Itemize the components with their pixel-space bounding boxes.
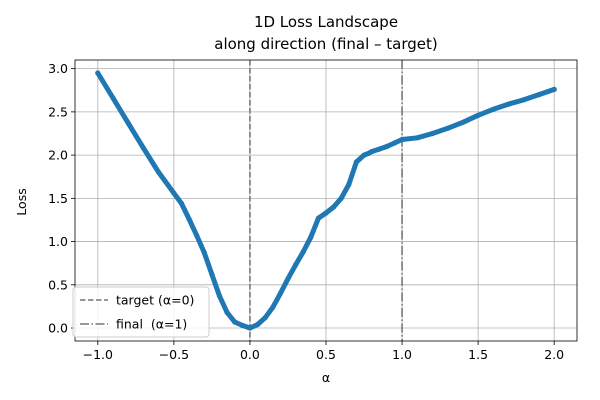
loss-data-point — [293, 262, 299, 268]
y-tick-label: 0.5 — [48, 277, 68, 292]
loss-data-point — [239, 322, 245, 328]
loss-data-point — [331, 204, 337, 210]
legend: target (α=0) final (α=1) — [72, 286, 210, 338]
loss-data-point — [277, 290, 283, 296]
loss-data-point — [308, 234, 314, 240]
y-tick-label: 1.5 — [48, 191, 68, 206]
loss-data-point — [186, 216, 192, 222]
loss-data-point — [285, 276, 291, 282]
loss-data-point — [178, 200, 185, 207]
loss-data-point — [262, 315, 268, 321]
loss-data-point — [209, 271, 215, 277]
loss-data-point — [361, 152, 367, 158]
loss-data-point — [270, 304, 276, 310]
loss-data-point — [445, 125, 451, 131]
loss-data-point — [490, 106, 496, 112]
loss-data-point — [384, 143, 390, 150]
loss-data-point — [156, 169, 162, 175]
y-axis-ticks: 0.0 0.5 1.0 1.5 2.0 2.5 3.0 — [48, 61, 75, 336]
y-axis-label: Loss — [14, 188, 29, 215]
y-tick-label: 0.0 — [48, 321, 68, 336]
loss-data-point — [429, 130, 436, 137]
chart-title: 1D Loss Landscape — [254, 13, 398, 31]
loss-data-point — [346, 181, 352, 188]
legend-target-label: target (α=0) — [116, 293, 194, 308]
x-tick-label: 1.0 — [392, 347, 412, 362]
legend-final-label: final (α=1) — [116, 317, 187, 332]
y-tick-label: 3.0 — [48, 61, 68, 76]
loss-data-point — [201, 250, 207, 256]
loss-data-point — [369, 149, 375, 155]
loss-data-point — [95, 70, 101, 76]
loss-data-point — [315, 215, 321, 221]
loss-data-point — [399, 136, 405, 143]
loss-data-point — [521, 97, 527, 103]
x-tick-label: 0.0 — [240, 347, 260, 362]
loss-data-point — [505, 101, 512, 107]
loss-data-point — [232, 319, 238, 325]
loss-data-point — [338, 195, 344, 201]
series-group — [95, 70, 557, 331]
loss-data-point — [254, 322, 261, 328]
x-tick-label: −0.5 — [159, 347, 189, 362]
loss-data-point — [551, 86, 557, 92]
loss-data-point — [460, 119, 466, 125]
y-tick-label: 2.0 — [48, 148, 68, 163]
x-axis-ticks: −1.0 −0.5 0.0 0.5 1.0 1.5 2.0 — [83, 341, 564, 362]
y-tick-label: 2.5 — [48, 104, 68, 119]
y-tick-label: 1.0 — [48, 234, 68, 249]
loss-data-point — [376, 146, 382, 152]
loss-data-point — [353, 159, 359, 165]
reference-lines — [249, 60, 403, 341]
loss-data-point — [536, 92, 542, 98]
loss-data-point — [125, 120, 131, 126]
loss-data-point — [171, 190, 177, 196]
loss-data-point — [391, 140, 398, 146]
loss-data-point — [300, 249, 306, 255]
x-tick-label: 1.5 — [468, 347, 488, 362]
x-axis-label: α — [322, 370, 330, 385]
loss-data-point — [224, 309, 230, 316]
loss-data-point — [194, 232, 200, 239]
loss-data-point — [323, 210, 329, 216]
loss-data-point — [414, 135, 420, 141]
x-tick-label: −1.0 — [83, 347, 113, 362]
loss-data-point — [216, 293, 223, 299]
chart-subtitle: along direction (final – target) — [214, 35, 438, 53]
loss-data-point — [247, 325, 253, 331]
loss-data-point — [110, 95, 116, 101]
loss-data-point — [140, 145, 147, 151]
loss-data-point — [475, 112, 481, 118]
x-tick-label: 2.0 — [544, 347, 564, 362]
x-tick-label: 0.5 — [316, 347, 336, 362]
